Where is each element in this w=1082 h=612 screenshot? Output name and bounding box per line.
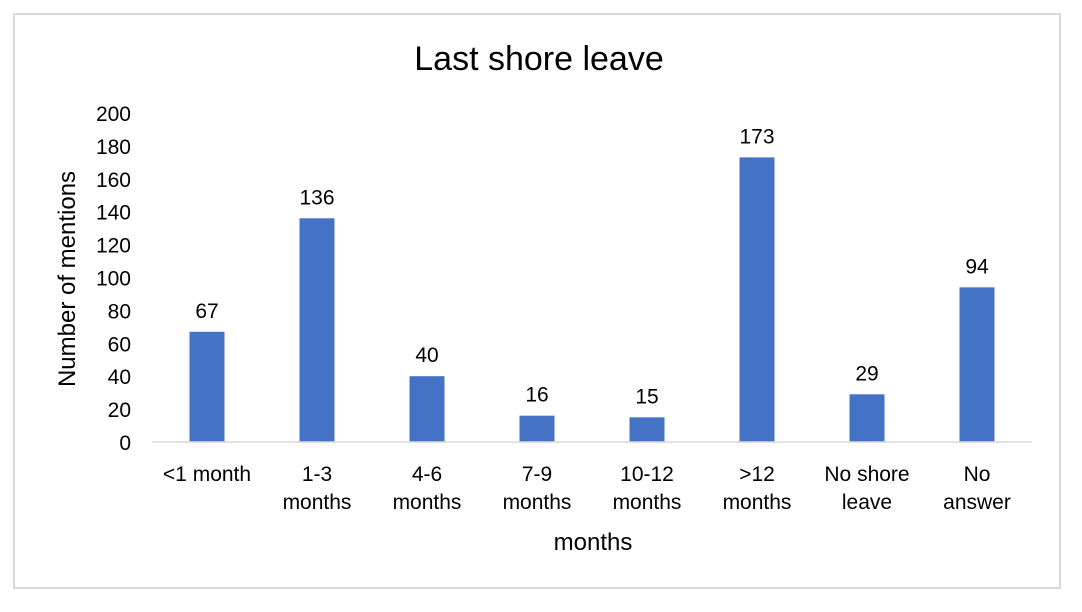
x-tick-label: 7-9 months <box>503 463 572 514</box>
y-tick-label: 20 <box>108 399 131 422</box>
bar <box>739 157 775 443</box>
y-tick-label: 80 <box>108 300 131 323</box>
x-tick-label: <1 month <box>163 463 251 486</box>
x-tick-labels: <1 month 1-3 months 4-6 months 7-9 months 10-12… <box>163 463 1011 514</box>
x-tick-label: 10-12 months <box>613 463 682 514</box>
chart-title: Last shore leave <box>414 40 664 78</box>
data-label: 29 <box>855 362 878 385</box>
y-tick-label: 0 <box>119 432 131 455</box>
bar <box>629 417 665 442</box>
y-tick-label: 140 <box>96 202 131 225</box>
y-tick-label: 60 <box>108 333 131 356</box>
data-label: 136 <box>299 186 334 209</box>
data-label: 173 <box>739 125 774 148</box>
x-tick-label: No shore leave <box>824 463 909 514</box>
y-tick-labels: 0 20 40 60 80 100 120 140 160 180 200 <box>96 103 131 455</box>
x-axis-title: months <box>554 529 633 556</box>
bar <box>959 287 995 442</box>
y-tick-label: 200 <box>96 103 131 126</box>
chart-frame <box>13 13 1061 589</box>
data-label: 40 <box>415 344 438 367</box>
bar <box>189 331 225 442</box>
x-tick-label: 1-3 months <box>283 463 352 514</box>
bar <box>519 415 555 442</box>
y-tick-label: 40 <box>108 366 131 389</box>
x-tick-label: 4-6 months <box>393 463 462 514</box>
bar <box>299 218 335 442</box>
bar <box>849 394 885 442</box>
y-tick-label: 100 <box>96 268 131 291</box>
x-tick-label: No answer <box>943 463 1011 514</box>
data-label: 67 <box>195 300 218 323</box>
y-tick-label: 180 <box>96 136 131 159</box>
data-label: 94 <box>965 255 989 278</box>
y-axis-title: Number of mentions <box>54 171 81 387</box>
y-tick-label: 160 <box>96 169 131 192</box>
y-tick-label: 120 <box>96 235 131 258</box>
data-labels: 67 136 40 16 15 173 29 94 <box>195 125 989 408</box>
data-label: 16 <box>525 384 548 407</box>
bar <box>409 376 445 442</box>
bars <box>189 157 995 443</box>
x-tick-label: >12 months <box>723 463 792 514</box>
data-label: 15 <box>635 385 658 408</box>
